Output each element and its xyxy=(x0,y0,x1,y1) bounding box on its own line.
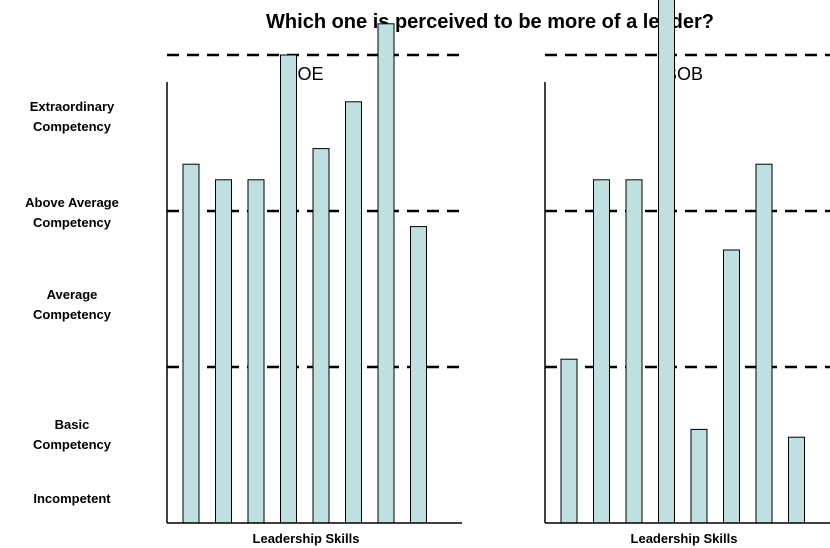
bar xyxy=(182,163,200,524)
y-level-label-line: Above Average xyxy=(25,195,119,210)
bar xyxy=(280,54,297,524)
y-level-labels: Extraordinary Competency Above Average Comp… xyxy=(25,99,119,506)
y-level-label: Extraordinary Competency xyxy=(30,99,115,134)
panel-joe: JOE Leadership Skills xyxy=(166,23,462,546)
bar xyxy=(625,179,643,524)
y-level-label-line: Competency xyxy=(33,119,112,134)
x-axis-label: Leadership Skills xyxy=(253,531,360,546)
bar xyxy=(410,226,427,524)
bar xyxy=(658,0,675,524)
y-level-label: Incompetent xyxy=(33,491,111,506)
bar xyxy=(247,179,265,524)
y-level-label-line: Competency xyxy=(33,437,112,452)
y-level-label-line: Incompetent xyxy=(33,491,111,506)
bar xyxy=(312,148,330,524)
bar xyxy=(755,163,773,524)
bar xyxy=(788,436,805,524)
y-level-label: Basic Competency xyxy=(33,417,112,452)
bar xyxy=(560,358,578,524)
y-level-label: Above Average Competency xyxy=(25,195,119,230)
y-level-label-line: Competency xyxy=(33,307,112,322)
bar xyxy=(215,179,232,524)
y-level-label-line: Competency xyxy=(33,215,112,230)
y-level-label-line: Extraordinary xyxy=(30,99,115,114)
bar xyxy=(377,23,395,524)
bar xyxy=(593,179,610,524)
bar xyxy=(690,428,708,524)
panel-title: JOE xyxy=(288,64,323,84)
bar xyxy=(345,101,362,524)
x-axis-label: Leadership Skills xyxy=(631,531,738,546)
y-level-label-line: Basic xyxy=(55,417,90,432)
bar xyxy=(723,249,740,524)
chart-title: Which one is perceived to be more of a l… xyxy=(266,11,714,33)
y-level-label-line: Average xyxy=(47,287,98,302)
y-level-label: Average Competency xyxy=(33,287,112,322)
